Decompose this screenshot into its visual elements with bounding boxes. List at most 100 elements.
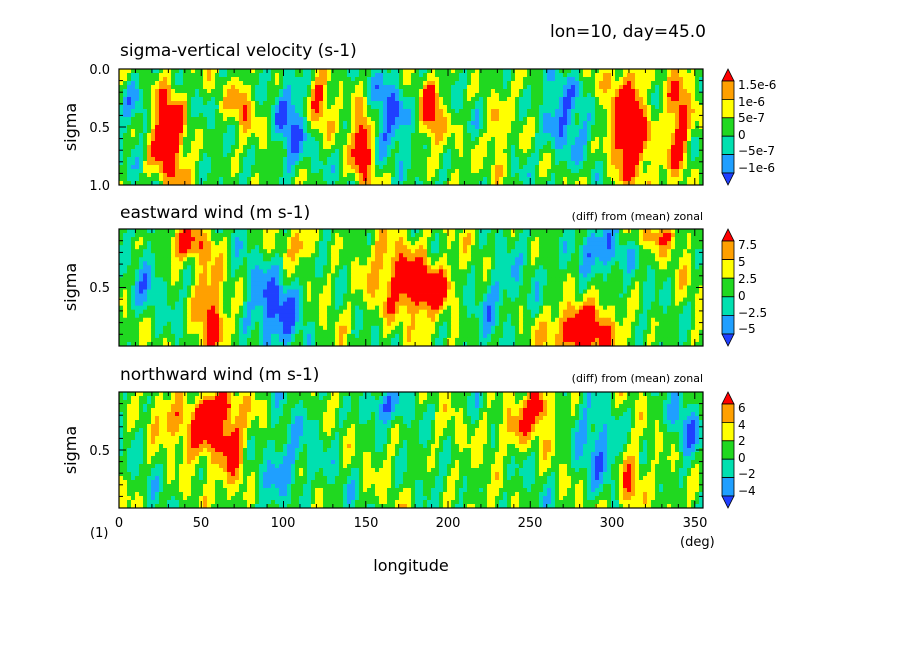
heatmap-cell xyxy=(363,117,368,122)
heatmap-cell xyxy=(599,153,604,158)
heatmap-cell xyxy=(419,133,424,138)
heatmap-cell xyxy=(671,109,676,114)
heatmap-cell xyxy=(151,121,156,126)
heatmap-cell xyxy=(231,105,236,110)
heatmap-cell xyxy=(127,153,132,158)
heatmap-cell xyxy=(127,137,132,142)
heatmap-cell xyxy=(611,105,616,110)
heatmap-cell xyxy=(179,241,184,246)
heatmap-cell xyxy=(527,133,532,138)
heatmap-cell xyxy=(419,229,424,234)
heatmap-cell xyxy=(315,241,320,246)
heatmap-cell xyxy=(515,93,520,98)
heatmap-cell xyxy=(407,161,412,166)
heatmap-cell xyxy=(663,165,668,170)
heatmap-cell xyxy=(147,161,152,166)
heatmap-cell xyxy=(507,149,512,154)
heatmap-cell xyxy=(147,129,152,134)
heatmap-cell xyxy=(243,105,248,110)
heatmap-cell xyxy=(227,165,232,170)
heatmap-cell xyxy=(243,141,248,146)
heatmap-cell xyxy=(347,105,352,110)
heatmap-cell xyxy=(327,121,332,126)
heatmap-cell xyxy=(411,233,416,238)
heatmap-cell xyxy=(591,237,596,242)
heatmap-cell xyxy=(651,237,656,242)
heatmap-cell xyxy=(479,125,484,130)
heatmap-cell xyxy=(231,85,236,90)
heatmap-cell xyxy=(615,181,620,186)
heatmap-cell xyxy=(123,229,128,234)
heatmap-cell xyxy=(671,105,676,110)
heatmap-cell xyxy=(307,113,312,118)
heatmap-cell xyxy=(331,177,336,182)
heatmap-cell xyxy=(295,101,300,106)
heatmap-cell xyxy=(163,141,168,146)
heatmap-cell xyxy=(139,241,144,246)
heatmap-cell xyxy=(375,153,380,158)
heatmap-cell xyxy=(523,101,528,106)
heatmap-cell xyxy=(323,69,328,74)
heatmap-cell xyxy=(395,141,400,146)
heatmap-cell xyxy=(631,153,636,158)
heatmap-cell xyxy=(483,73,488,78)
heatmap-cell xyxy=(527,237,532,242)
heatmap-cell xyxy=(691,153,696,158)
heatmap-cell xyxy=(655,137,660,142)
heatmap-cell xyxy=(391,121,396,126)
heatmap-cell xyxy=(475,229,480,234)
heatmap-cell xyxy=(455,117,460,122)
heatmap-cell xyxy=(175,133,180,138)
heatmap-cell xyxy=(271,129,276,134)
heatmap-cell xyxy=(699,237,704,242)
heatmap-cell xyxy=(231,77,236,82)
heatmap-cell xyxy=(251,157,256,162)
heatmap-cell xyxy=(675,105,680,110)
heatmap-cell xyxy=(555,153,560,158)
heatmap-cell xyxy=(647,173,652,178)
heatmap-cell xyxy=(151,133,156,138)
heatmap-cell xyxy=(623,145,628,150)
heatmap-cell xyxy=(435,169,440,174)
heatmap-cell xyxy=(471,153,476,158)
heatmap-cell xyxy=(343,81,348,86)
heatmap-cell xyxy=(603,121,608,126)
heatmap-cell xyxy=(675,109,680,114)
heatmap-cell xyxy=(131,117,136,122)
heatmap-cell xyxy=(327,229,332,234)
heatmap-cell xyxy=(611,161,616,166)
heatmap-cell xyxy=(639,125,644,130)
heatmap-cell xyxy=(651,165,656,170)
heatmap-cell xyxy=(615,157,620,162)
heatmap-cell xyxy=(447,165,452,170)
heatmap-cell xyxy=(359,97,364,102)
heatmap-cell xyxy=(691,177,696,182)
heatmap-cell xyxy=(591,105,596,110)
heatmap-cell xyxy=(671,229,676,234)
heatmap-cell xyxy=(267,237,272,242)
heatmap-cell xyxy=(519,125,524,130)
heatmap-cell xyxy=(431,113,436,118)
heatmap-cell xyxy=(499,101,504,106)
heatmap-cell xyxy=(583,149,588,154)
heatmap-cell xyxy=(595,73,600,78)
heatmap-cell xyxy=(639,165,644,170)
heatmap-cell xyxy=(599,145,604,150)
heatmap-cell xyxy=(467,81,472,86)
heatmap-cell xyxy=(431,137,436,142)
heatmap-cell xyxy=(319,77,324,82)
heatmap-cell xyxy=(583,129,588,134)
heatmap-cell xyxy=(291,109,296,114)
heatmap-cell xyxy=(543,93,548,98)
heatmap-cell xyxy=(323,157,328,162)
heatmap-cell xyxy=(267,177,272,182)
heatmap-cell xyxy=(223,245,228,250)
heatmap-cell xyxy=(555,113,560,118)
colorbar-max-arrow xyxy=(721,68,735,82)
heatmap-cell xyxy=(579,85,584,90)
heatmap-cell xyxy=(611,149,616,154)
heatmap-cell xyxy=(131,137,136,142)
heatmap-cell xyxy=(651,133,656,138)
heatmap-cell xyxy=(171,181,176,186)
heatmap-cell xyxy=(643,97,648,102)
